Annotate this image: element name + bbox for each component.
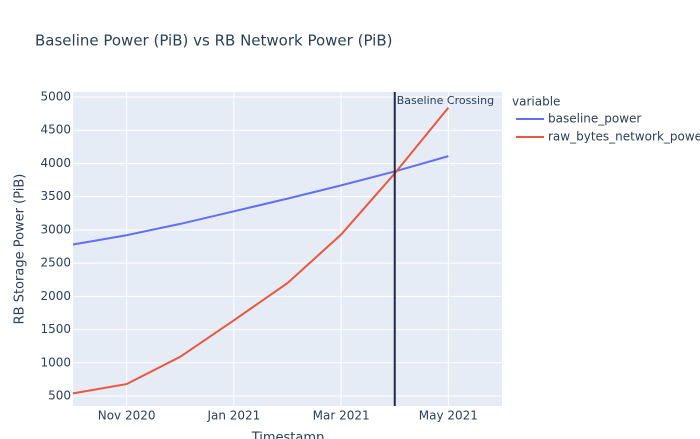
x-tick-label: Nov 2020 — [98, 409, 156, 423]
y-axis-title: RB Storage Power (PiB) — [13, 174, 28, 325]
legend-label: baseline_power — [548, 112, 641, 126]
y-tick-label: 500 — [48, 389, 71, 403]
plot-area — [73, 92, 502, 406]
x-tick-label: Mar 2021 — [313, 409, 370, 423]
y-tick-label: 2500 — [40, 256, 71, 270]
y-tick-label: 3000 — [40, 222, 71, 236]
series-line — [72, 106, 450, 395]
y-tick-label: 2000 — [40, 289, 71, 303]
vline-label: Baseline Crossing — [397, 94, 494, 107]
y-tick-label: 1000 — [40, 355, 71, 369]
x-tick-label: May 2021 — [419, 409, 478, 423]
legend-title: variable — [512, 95, 560, 109]
y-tick-label: 4500 — [40, 123, 71, 137]
y-tick-label: 1500 — [40, 322, 71, 336]
chart-title: Baseline Power (PiB) vs RB Network Power… — [35, 32, 392, 50]
legend-label: raw_bytes_network_power — [548, 130, 700, 144]
y-tick-label: 5000 — [40, 89, 71, 103]
series-line — [72, 155, 449, 246]
y-tick-label: 4000 — [40, 156, 71, 170]
y-tick-label: 3500 — [40, 189, 71, 203]
x-tick-label: Jan 2021 — [206, 409, 260, 423]
x-axis-title: Timestamp — [251, 431, 325, 439]
